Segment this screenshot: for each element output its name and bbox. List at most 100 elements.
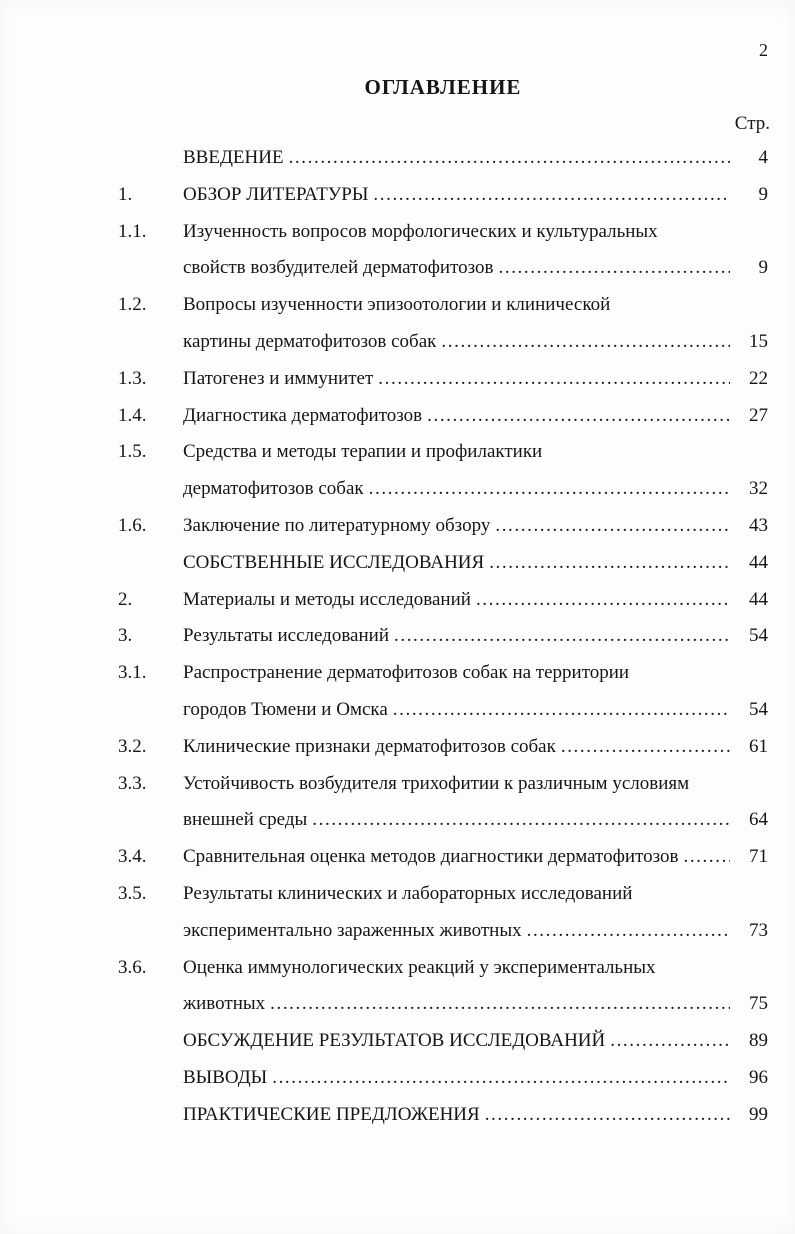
toc-entry-number: 1.5. (118, 441, 147, 463)
dot-leader: ........................................… (427, 404, 730, 426)
toc-entry-title: Патогенез и иммунитет (183, 367, 374, 389)
dot-leader: ........................................… (394, 625, 730, 647)
toc-entry-page: 89 (749, 1030, 768, 1052)
dot-leader: ........................................… (288, 147, 730, 168)
toc-entry-number: 1.2. (118, 294, 147, 316)
toc-entry-number: 1.1. (118, 220, 147, 242)
toc-entry-number: 3.3. (118, 772, 147, 794)
toc-row: СОБСТВЕННЫЕ ИССЛЕДОВАНИЯ................… (118, 545, 768, 582)
dot-leader: ........................................… (495, 514, 730, 536)
toc-entry-title: ВЫВОДЫ (183, 1066, 268, 1088)
toc-entry-title: Результаты исследований (183, 625, 389, 647)
toc-entry-number: 3. (118, 625, 133, 647)
toc-row: ПРАКТИЧЕСКИЕ ПРЕДЛОЖЕНИЯ................… (118, 1097, 768, 1134)
toc-entry-title: Устойчивость возбудителя трихофитии к ра… (183, 772, 690, 794)
toc-row: дерматофитозов собак....................… (118, 471, 768, 508)
toc-row: 3.4. Сравнительная оценка методов диагнос… (118, 839, 768, 876)
dot-leader: ........................................… (272, 1066, 730, 1088)
toc-entry-page: 54 (749, 698, 768, 720)
toc-list: ВВЕДЕНИЕ................................… (118, 140, 768, 1134)
toc-row: 1.1. Изученность вопросов морфологических… (118, 214, 768, 251)
toc-entry-page: 15 (749, 330, 768, 352)
toc-entry-title: ПРАКТИЧЕСКИЕ ПРЕДЛОЖЕНИЯ (183, 1103, 480, 1125)
toc-entry-page: 44 (749, 588, 768, 610)
toc-entry-page: 43 (749, 514, 768, 536)
toc-entry-number: 3.1. (118, 662, 147, 684)
toc-entry-number: 3.6. (118, 956, 147, 978)
dot-leader: ........................................… (526, 919, 730, 941)
toc-entry-title: Оценка иммунологических реакций у экспер… (183, 956, 656, 978)
toc-entry-title: Изученность вопросов морфологических и к… (183, 220, 658, 242)
dot-leader: ........................................… (368, 478, 730, 500)
toc-entry-title: свойств возбудителей дерматофитозов (183, 257, 494, 279)
toc-row: 3. Результаты исследований...............… (118, 618, 768, 655)
toc-entry-title: Материалы и методы исследований (183, 588, 471, 610)
toc-entry-page: 44 (749, 551, 768, 573)
toc-row: ОБСУЖДЕНИЕ РЕЗУЛЬТАТОВ ИССЛЕДОВАНИЙ.....… (118, 1023, 768, 1060)
toc-entry-page: 64 (749, 809, 768, 831)
dot-leader: ........................................… (378, 367, 730, 389)
toc-entry-page: 54 (749, 625, 768, 647)
toc-row: 3.5. Результаты клинических и лабораторны… (118, 876, 768, 913)
toc-entry-number: 1. (118, 183, 133, 205)
dot-leader: ........................................… (373, 183, 730, 205)
dot-leader: ........................................… (683, 846, 730, 868)
toc-entry-page: 73 (749, 919, 768, 941)
toc-entry-title: Диагностика дерматофитозов (183, 404, 423, 426)
page-number: 2 (759, 40, 768, 60)
toc-entry-page: 4 (758, 147, 769, 168)
dot-leader: ........................................… (392, 698, 730, 720)
toc-row: 3.2. Клинические признаки дерматофитозов … (118, 729, 768, 766)
toc-row: городов Тюмени и Омска..................… (118, 692, 768, 729)
toc-entry-title: Сравнительная оценка методов диагностики… (183, 846, 679, 868)
toc-row: ВВЕДЕНИЕ................................… (118, 140, 768, 177)
dot-leader: ........................................… (489, 551, 730, 573)
toc-entry-title: Вопросы изученности эпизоотологии и клин… (183, 294, 611, 316)
toc-row: 3.1. Распространение дерматофитозов собак… (118, 655, 768, 692)
toc-entry-title: Распространение дерматофитозов собак на … (183, 662, 630, 684)
toc-entry-title: СОБСТВЕННЫЕ ИССЛЕДОВАНИЯ (183, 551, 485, 573)
toc-entry-page: 96 (749, 1066, 768, 1088)
toc-row: внешней среды...........................… (118, 802, 768, 839)
toc-entry-page: 75 (749, 993, 768, 1015)
toc-row: 1.4. Диагностика дерматофитозов..........… (118, 398, 768, 435)
toc-entry-title: картины дерматофитозов собак (183, 330, 437, 352)
toc-entry-title: Заключение по литературному обзору (183, 514, 491, 536)
toc-row: 3.3. Устойчивость возбудителя трихофитии … (118, 766, 768, 803)
toc-entry-page: 22 (749, 367, 768, 389)
toc-row: 3.6. Оценка иммунологических реакций у эк… (118, 950, 768, 987)
toc-row: экспериментально зараженных животных....… (118, 913, 768, 950)
dot-leader: ........................................… (560, 735, 730, 757)
dot-leader: ........................................… (475, 588, 730, 610)
toc-entry-number: 3.2. (118, 735, 147, 757)
toc-entry-page: 9 (758, 257, 769, 279)
toc-row: 1.6. Заключение по литературному обзору..… (118, 508, 768, 545)
toc-entry-number: 2. (118, 588, 133, 610)
toc-entry-title: экспериментально зараженных животных (183, 919, 522, 941)
toc-entry-page: 32 (749, 478, 768, 500)
toc-entry-page: 71 (749, 846, 768, 868)
toc-row: 2. Материалы и методы исследований.......… (118, 582, 768, 619)
dot-leader: ........................................… (498, 257, 731, 279)
toc-row: свойств возбудителей дерматофитозов.....… (118, 250, 768, 287)
toc-row: картины дерматофитозов собак............… (118, 324, 768, 361)
dot-leader: ........................................… (441, 330, 730, 352)
toc-entry-number: 1.3. (118, 367, 147, 389)
dot-leader: ........................................… (484, 1103, 730, 1125)
dot-leader: ........................................… (270, 993, 730, 1015)
toc-entry-title: дерматофитозов собак (183, 478, 364, 500)
toc-entry-title: ВВЕДЕНИЕ (183, 147, 284, 168)
toc-row: ВЫВОДЫ..................................… (118, 1060, 768, 1097)
toc-row: 1.2. Вопросы изученности эпизоотологии и … (118, 287, 768, 324)
page-column-header: Стр. (734, 113, 770, 134)
dot-leader: ........................................… (312, 809, 730, 831)
toc-entry-page: 9 (758, 183, 769, 205)
toc-entry-number: 3.5. (118, 882, 147, 904)
toc-row: 1. ОБЗОР ЛИТЕРАТУРЫ......................… (118, 177, 768, 214)
toc-entry-title: Результаты клинических и лабораторных ис… (183, 882, 633, 904)
toc-entry-title: Средства и методы терапии и профилактики (183, 441, 543, 463)
toc-entry-page: 27 (749, 404, 768, 426)
toc-entry-title: ОБЗОР ЛИТЕРАТУРЫ (183, 183, 369, 205)
toc-entry-number: 3.4. (118, 846, 147, 868)
